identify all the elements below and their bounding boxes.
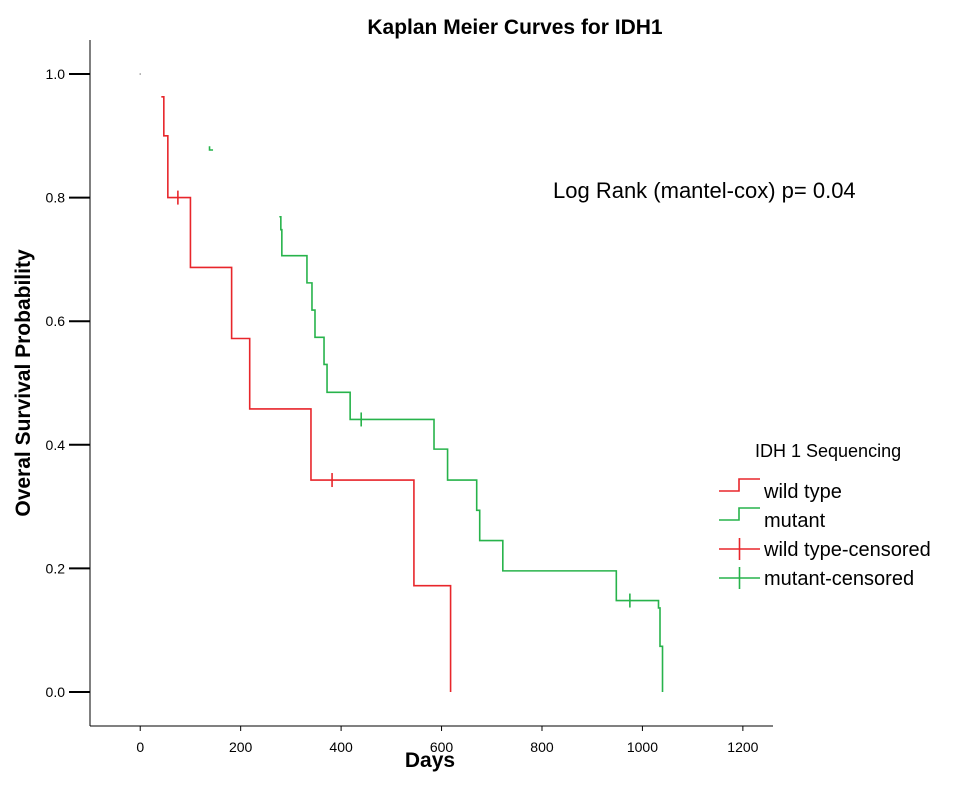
chart-title: Kaplan Meier Curves for IDH1 [367, 16, 663, 39]
x-tick-label: 200 [229, 739, 253, 755]
legend-swatch-step [719, 478, 760, 492]
legend-label: mutant [764, 510, 826, 532]
y-tick-label: 1.0 [46, 66, 66, 82]
legend-label: mutant-censored [764, 568, 914, 590]
y-ticks: 0.0 0.2 0.4 0.6 0.8 1.0 [46, 66, 90, 700]
x-tick-label: 1200 [727, 739, 758, 755]
legend-label: wild type-censored [763, 539, 931, 561]
y-tick-label: 0.0 [46, 684, 66, 700]
origin-point [139, 73, 142, 75]
km-curve-mutant [279, 215, 664, 693]
legend-label: wild type [763, 481, 842, 503]
x-tick-label: 600 [430, 739, 454, 755]
y-axis-title: Overal Survival Probability [12, 249, 35, 517]
y-tick-label: 0.2 [46, 560, 66, 576]
legend-items: wild type mutant wild type-censored mutant-… [719, 478, 931, 590]
legend-swatch-step [719, 507, 760, 521]
y-tick-label: 0.8 [46, 190, 66, 206]
series-layer [139, 73, 664, 693]
legend-title: IDH 1 Sequencing [755, 441, 901, 461]
axes [89, 40, 773, 727]
km-curve-fragment-mutant [208, 146, 214, 151]
y-tick-label: 0.6 [46, 313, 66, 329]
x-tick-label: 1000 [627, 739, 658, 755]
y-tick-label: 0.4 [46, 437, 66, 453]
x-axis-title: Days [405, 749, 455, 772]
km-curve-wild-type [161, 96, 452, 693]
log-rank-annotation: Log Rank (mantel-cox) p= 0.04 [553, 178, 856, 203]
x-ticks: 0 200 400 600 800 1000 1200 [136, 726, 759, 755]
x-tick-label: 0 [136, 739, 144, 755]
x-tick-label: 400 [329, 739, 353, 755]
x-tick-label: 800 [530, 739, 554, 755]
